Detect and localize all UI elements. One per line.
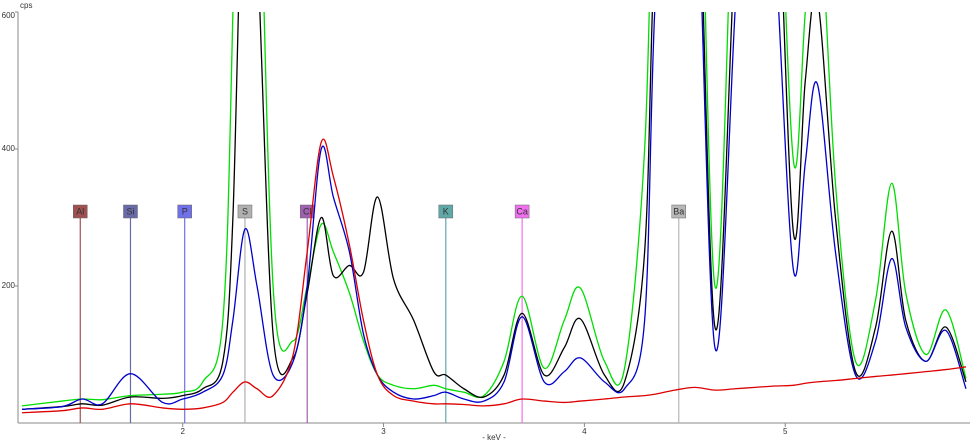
element-label: Si bbox=[126, 206, 134, 216]
x-axis-label: - keV - bbox=[482, 433, 506, 442]
x-tick-label: 5 bbox=[783, 427, 788, 436]
element-box bbox=[73, 204, 88, 219]
x-tick-label: 2 bbox=[180, 427, 185, 436]
element-box bbox=[514, 204, 530, 219]
element-label: S bbox=[242, 206, 248, 216]
x-tick-label: 3 bbox=[381, 427, 386, 436]
y-tick-label: 400 bbox=[2, 144, 16, 153]
element-label: Al bbox=[76, 206, 84, 216]
plot-area: Al Si P S Cl K Ca Ba bbox=[21, 12, 967, 423]
y-axis-label: cps bbox=[20, 1, 32, 10]
element-box bbox=[237, 204, 253, 219]
element-box bbox=[123, 204, 138, 219]
element-box bbox=[438, 204, 454, 219]
spectrum-line bbox=[21, 12, 967, 407]
spectrum-line bbox=[21, 12, 967, 410]
spectrum-line bbox=[21, 138, 967, 414]
element-label: Ca bbox=[516, 206, 528, 216]
element-label: P bbox=[182, 206, 188, 216]
element-label: Cl bbox=[303, 206, 312, 216]
y-tick-label: 600 bbox=[2, 11, 16, 20]
element-box bbox=[177, 204, 192, 219]
element-box bbox=[671, 204, 687, 219]
element-label: Ba bbox=[673, 206, 684, 216]
x-tick-label: 4 bbox=[582, 427, 587, 436]
element-label: K bbox=[443, 206, 449, 216]
spectrum-line bbox=[21, 12, 967, 410]
y-tick-label: 200 bbox=[2, 281, 16, 290]
